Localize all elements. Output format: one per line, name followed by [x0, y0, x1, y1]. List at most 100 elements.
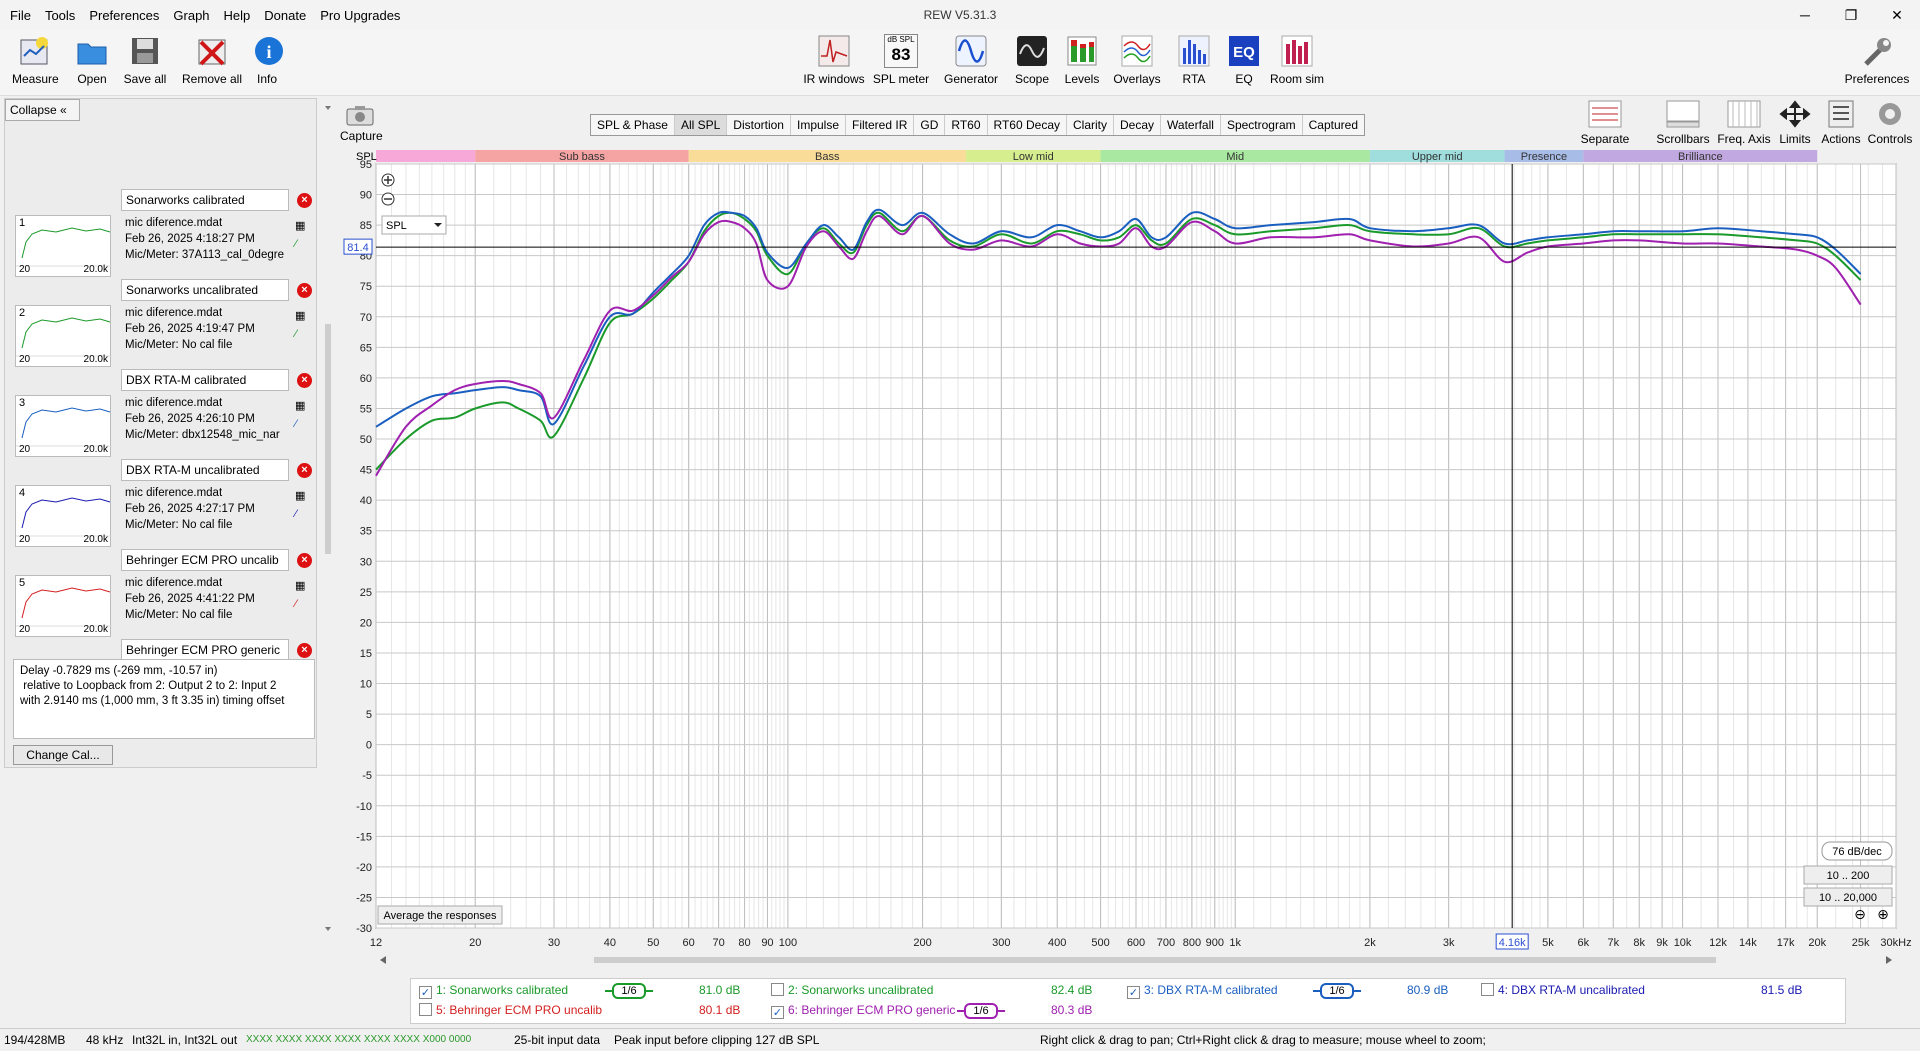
spl-chart[interactable]: Sub bass Bass Low mid Mid Upper mid Presence B…: [340, 148, 1920, 968]
measurement-item[interactable]: Behringer ECM PRO uncalib × 5 20 20.0k mic di…: [9, 549, 314, 665]
tab-filtered-ir[interactable]: Filtered IR: [846, 115, 915, 135]
measure-button[interactable]: Measure: [12, 34, 59, 86]
tab-all-spl[interactable]: All SPL: [674, 115, 728, 135]
measurement-name[interactable]: Behringer ECM PRO uncalib: [121, 549, 289, 571]
chart-icon[interactable]: ▦: [295, 220, 306, 232]
legend-checkbox[interactable]: ✓: [1127, 986, 1140, 999]
measurement-name[interactable]: Sonarworks uncalibrated: [121, 279, 289, 301]
chart-icon[interactable]: ▦: [295, 580, 306, 592]
menu-pro-upgrades[interactable]: Pro Upgrades: [320, 7, 401, 23]
chart-icon[interactable]: ▦: [295, 490, 306, 502]
menu-donate[interactable]: Donate: [264, 7, 307, 23]
delete-measurement-icon[interactable]: ×: [297, 193, 312, 208]
controls-button[interactable]: Controls: [1864, 100, 1916, 146]
generator-button[interactable]: Generator: [940, 34, 1002, 86]
smoothing-indicator[interactable]: 1/6: [957, 1003, 1005, 1019]
tab-clarity[interactable]: Clarity: [1067, 115, 1115, 135]
measurement-thumbnail[interactable]: 2 20 20.0k: [15, 305, 112, 367]
measurement-list-scrollbar[interactable]: [323, 104, 333, 934]
zoom-out-icon[interactable]: [381, 192, 395, 206]
menu-file[interactable]: File: [10, 7, 31, 23]
measurement-thumbnail[interactable]: 4 20 20.0k: [15, 485, 112, 547]
remove-all-button[interactable]: Remove all: [180, 34, 244, 86]
preferences-button[interactable]: Preferences: [1844, 34, 1910, 86]
smoothing-indicator[interactable]: 1/6: [605, 983, 653, 999]
line-style-icon[interactable]: ⁄: [295, 328, 297, 340]
spl-selector[interactable]: SPL: [381, 215, 447, 235]
legend-checkbox[interactable]: [771, 983, 784, 996]
measurement-item[interactable]: DBX RTA-M calibrated × 3 20 20.0k mic diferen…: [9, 369, 314, 485]
zoom-out-h-icon[interactable]: ⊖: [1854, 907, 1866, 923]
tab-decay[interactable]: Decay: [1114, 115, 1162, 135]
measurement-thumbnail[interactable]: 1 20 20.0k: [15, 215, 112, 277]
series-line-3[interactable]: [375, 215, 1862, 477]
collapse-button[interactable]: Collapse «: [5, 99, 80, 121]
legend-checkbox[interactable]: ✓: [771, 1006, 784, 1019]
room-sim-button[interactable]: Room sim: [1268, 34, 1326, 86]
scope-button[interactable]: Scope: [1012, 34, 1052, 86]
legend-checkbox[interactable]: [419, 1003, 432, 1016]
horizontal-scrollbar[interactable]: [380, 956, 1892, 964]
delete-measurement-icon[interactable]: ×: [297, 643, 312, 658]
measurement-name[interactable]: DBX RTA-M uncalibrated: [121, 459, 289, 481]
rta-button[interactable]: RTA: [1176, 34, 1212, 86]
measurement-item[interactable]: Sonarworks calibrated × 1 20 20.0k mic difere…: [9, 189, 314, 305]
tab-distortion[interactable]: Distortion: [727, 115, 791, 135]
tab-rt60[interactable]: RT60: [945, 115, 988, 135]
line-style-icon[interactable]: ⁄: [295, 238, 297, 250]
series-line-1[interactable]: [375, 211, 1862, 471]
ir-windows-button[interactable]: IR windows: [802, 34, 866, 86]
close-button[interactable]: ✕: [1891, 7, 1903, 23]
measurement-name[interactable]: DBX RTA-M calibrated: [121, 369, 289, 391]
legend-checkbox[interactable]: ✓: [419, 986, 432, 999]
measurement-name[interactable]: Sonarworks calibrated: [121, 189, 289, 211]
tab-impulse[interactable]: Impulse: [791, 115, 847, 135]
average-responses-button[interactable]: Average the responses: [377, 905, 503, 925]
line-style-icon[interactable]: ⁄: [295, 418, 297, 430]
eq-button[interactable]: EQ EQ: [1226, 34, 1262, 86]
tab-waterfall[interactable]: Waterfall: [1161, 115, 1221, 135]
smoothing-indicator[interactable]: 1/6: [1313, 983, 1361, 999]
menu-tools[interactable]: Tools: [44, 7, 76, 23]
menu-help[interactable]: Help: [223, 7, 251, 23]
maximize-button[interactable]: ❐: [1844, 7, 1858, 23]
menu-preferences[interactable]: Preferences: [89, 7, 160, 23]
delete-measurement-icon[interactable]: ×: [297, 283, 312, 298]
tab-spl-phase[interactable]: SPL & Phase: [591, 115, 675, 135]
line-style-icon[interactable]: ⁄: [295, 508, 297, 520]
save-all-button[interactable]: Save all: [122, 34, 168, 86]
zoom-in-h-icon[interactable]: ⊕: [1877, 907, 1889, 923]
spl-meter-button[interactable]: dB SPL 83 SPL meter: [872, 34, 930, 86]
delete-measurement-icon[interactable]: ×: [297, 553, 312, 568]
measurement-thumbnail[interactable]: 3 20 20.0k: [15, 395, 112, 457]
series-line-2[interactable]: [375, 208, 1862, 428]
chart-icon[interactable]: ▦: [295, 400, 306, 412]
scrollbars-button[interactable]: Scrollbars: [1656, 100, 1710, 146]
measurement-name[interactable]: Behringer ECM PRO generic: [121, 639, 289, 661]
overlays-button[interactable]: Overlays: [1110, 34, 1164, 86]
range-200-button[interactable]: 10 .. 200: [1803, 865, 1893, 885]
tab-rt60-decay[interactable]: RT60 Decay: [988, 115, 1067, 135]
legend-checkbox[interactable]: [1481, 983, 1494, 996]
actions-button[interactable]: Actions: [1820, 100, 1862, 146]
zoom-in-icon[interactable]: [381, 173, 395, 187]
capture-button[interactable]: Capture: [340, 104, 383, 143]
chart-icon[interactable]: ▦: [295, 310, 306, 322]
limits-button[interactable]: Limits: [1774, 100, 1816, 146]
levels-button[interactable]: Levels: [1062, 34, 1102, 86]
info-button[interactable]: i Info: [252, 34, 283, 86]
measurement-item[interactable]: DBX RTA-M uncalibrated × 4 20 20.0k mic difer…: [9, 459, 314, 575]
tab-captured[interactable]: Captured: [1308, 118, 1359, 132]
open-button[interactable]: Open: [70, 34, 114, 86]
slope-button[interactable]: 76 dB/dec: [1821, 841, 1893, 861]
measurement-thumbnail[interactable]: 5 20 20.0k: [15, 575, 112, 637]
range-20000-button[interactable]: 10 .. 20,000: [1803, 887, 1893, 907]
separate-button[interactable]: Separate: [1580, 100, 1630, 146]
measurement-item[interactable]: Sonarworks uncalibrated × 2 20 20.0k mic dife…: [9, 279, 314, 395]
change-cal-button[interactable]: Change Cal...: [13, 745, 113, 765]
menu-graph[interactable]: Graph: [173, 7, 210, 23]
freq-axis-button[interactable]: Freq. Axis: [1716, 100, 1772, 146]
delete-measurement-icon[interactable]: ×: [297, 373, 312, 388]
minimize-button[interactable]: ─: [1800, 7, 1810, 23]
tab-spectrogram[interactable]: Spectrogram: [1221, 115, 1303, 135]
